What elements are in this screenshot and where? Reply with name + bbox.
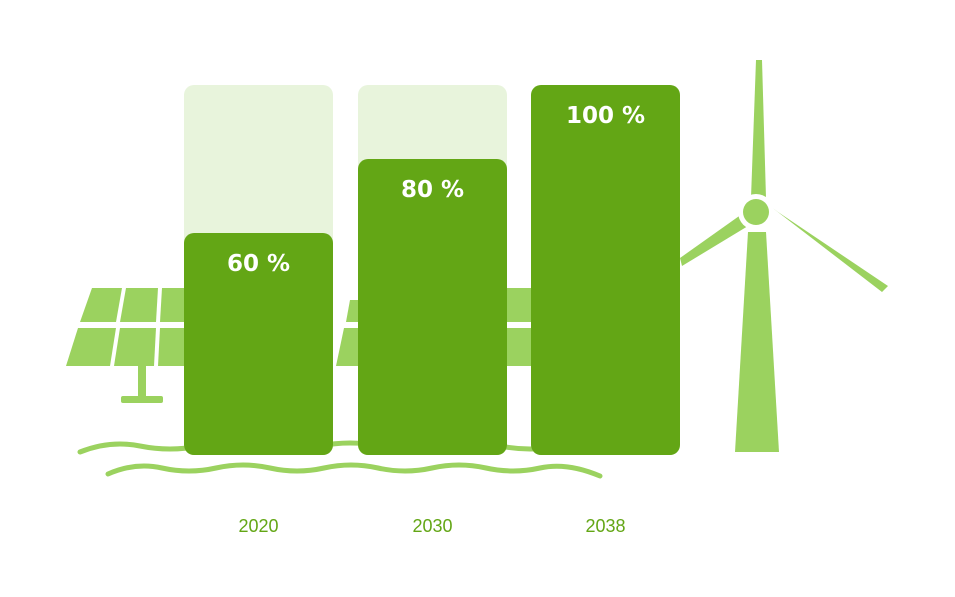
data-label-2020: 60 % (227, 251, 290, 277)
x-tick-label-2020: 2020 (238, 516, 278, 536)
wind-turbine-icon (680, 60, 888, 452)
bar-2030 (358, 159, 507, 455)
bar-2020 (184, 233, 333, 455)
water-wave-icon (77, 440, 603, 479)
x-tick-label-2038: 2038 (585, 516, 625, 536)
labels-layer: 60 % 2020 80 % 2030 100 % 2038 (227, 103, 645, 536)
solar-panel-icon (66, 288, 184, 403)
data-label-2030: 80 % (401, 177, 464, 203)
data-label-2038: 100 % (566, 103, 645, 129)
x-tick-label-2030: 2030 (412, 516, 452, 536)
solar-panel-icon (336, 288, 533, 366)
bar-2038 (531, 85, 680, 455)
bars-layer (184, 85, 680, 455)
